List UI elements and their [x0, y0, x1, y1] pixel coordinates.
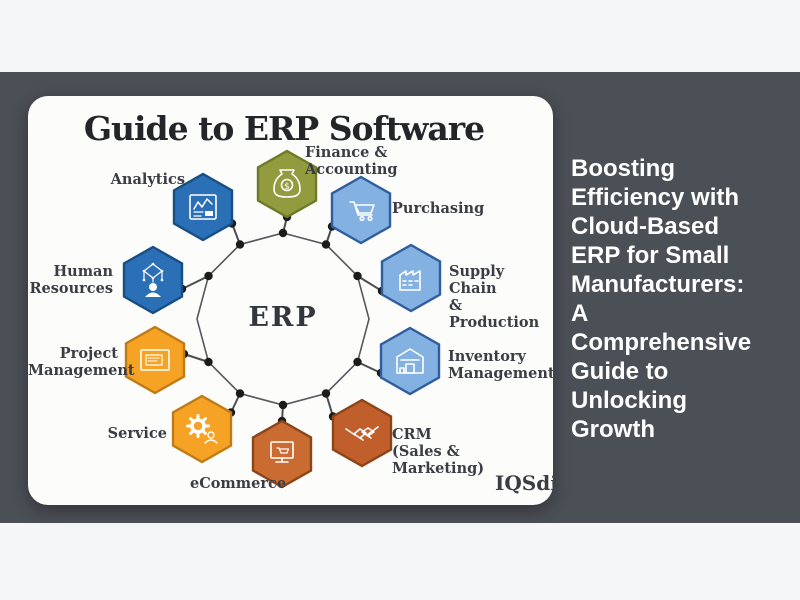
- node-label-service: Service: [107, 425, 167, 442]
- node-ecommerce: [251, 419, 313, 489]
- node-crm-sales-marketing: [331, 398, 393, 468]
- node-purchasing: [330, 175, 392, 245]
- erp-center-label: ERP: [248, 302, 318, 333]
- node-label-finance-accounting: Finance & Accounting: [305, 144, 398, 178]
- node-label-analytics: Analytics: [110, 171, 185, 188]
- connector-supply-chain: [353, 271, 387, 296]
- task-card-icon: [140, 349, 170, 371]
- node-finance-accounting: $: [256, 149, 318, 219]
- node-service: [171, 394, 233, 464]
- node-label-ecommerce: eCommerce: [190, 475, 287, 492]
- node-label-inventory-management: Inventory Management: [448, 348, 553, 382]
- line-chart-icon: [189, 194, 217, 220]
- node-analytics: [172, 172, 234, 242]
- svg-text:$: $: [284, 182, 290, 192]
- handshake-icon: [345, 426, 379, 441]
- money-bag-icon: $: [273, 169, 301, 198]
- node-supply-chain-production: [380, 243, 442, 313]
- node-label-supply-chain-production: Supply Chain & Production: [449, 263, 540, 331]
- shopping-cart-icon: [349, 201, 375, 222]
- watermark: IQSdir: [495, 471, 553, 495]
- diagram-title: Guide to ERP Software: [83, 109, 485, 148]
- gear-person-icon: [186, 414, 218, 444]
- node-label-project-management: Project Management: [28, 345, 135, 379]
- factory-icon: [399, 270, 421, 291]
- node-label-crm-sales-marketing: CRM (Sales & Marketing): [392, 426, 485, 477]
- org-person-icon: [142, 262, 164, 297]
- node-project-management: [124, 325, 186, 395]
- monitor-cart-icon: [270, 441, 294, 463]
- erp-diagram-card: Guide to ERP Software: [28, 96, 553, 505]
- node-inventory-management: [379, 326, 441, 396]
- headline-text: Boosting Efficiency with Cloud-Based ERP…: [571, 155, 752, 443]
- node-label-human-resources: Human Resources: [29, 263, 113, 297]
- node-human-resources: [122, 245, 184, 315]
- warehouse-icon: [396, 348, 424, 374]
- diagram-canvas: $: [122, 149, 442, 489]
- node-label-purchasing: Purchasing: [392, 200, 485, 217]
